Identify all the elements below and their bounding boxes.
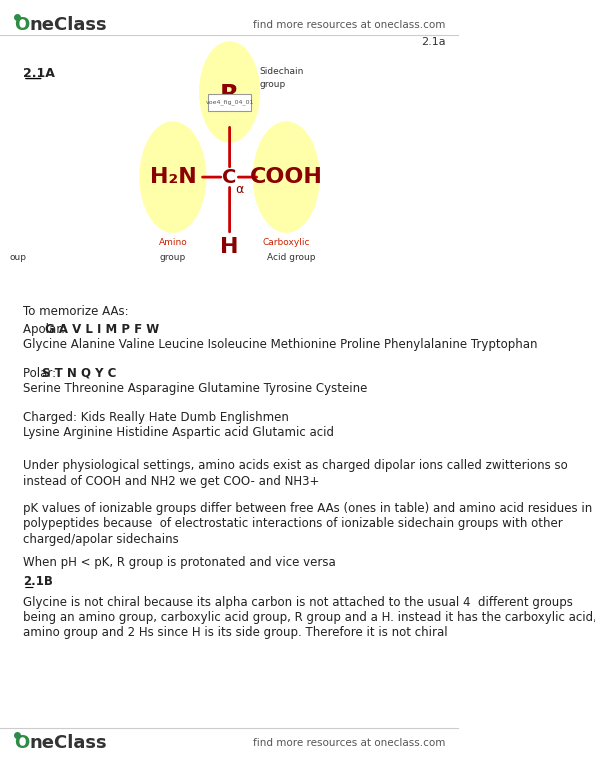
Text: neClass: neClass [30, 15, 108, 34]
Circle shape [253, 122, 319, 233]
Text: C: C [223, 168, 237, 186]
Text: instead of COOH and NH2 we get COO- and NH3+: instead of COOH and NH2 we get COO- and … [23, 475, 320, 487]
Text: group: group [259, 80, 286, 89]
Text: charged/apolar sidechains: charged/apolar sidechains [23, 533, 178, 545]
Text: amino group and 2 Hs since H is its side group. Therefore it is not chiral: amino group and 2 Hs since H is its side… [23, 627, 447, 639]
Text: H: H [220, 237, 239, 257]
Text: neClass: neClass [30, 734, 108, 752]
Text: Sidechain: Sidechain [259, 68, 304, 76]
Text: oup: oup [9, 253, 26, 262]
Text: 2.1B: 2.1B [23, 575, 53, 588]
Circle shape [140, 122, 206, 233]
Text: Glycine Alanine Valine Leucine Isoleucine Methionine Proline Phenylalanine Trypt: Glycine Alanine Valine Leucine Isoleucin… [23, 339, 537, 351]
Text: COOH: COOH [250, 167, 322, 187]
Text: O: O [14, 734, 29, 752]
Text: Acid group: Acid group [267, 253, 315, 262]
Text: Serine Threonine Asparagine Glutamine Tyrosine Cysteine: Serine Threonine Asparagine Glutamine Ty… [23, 383, 367, 395]
Text: S T N Q Y C: S T N Q Y C [42, 367, 117, 380]
Text: O: O [14, 15, 29, 34]
Text: Amino: Amino [158, 238, 187, 246]
Text: R: R [220, 82, 239, 106]
Text: pK values of ionizable groups differ between free AAs (ones in table) and amino : pK values of ionizable groups differ bet… [23, 502, 592, 514]
Circle shape [218, 158, 241, 196]
Text: G A V L I M P F W: G A V L I M P F W [45, 323, 159, 336]
Text: polypeptides because  of electrostatic interactions of ionizable sidechain group: polypeptides because of electrostatic in… [23, 517, 563, 530]
Text: being an amino group, carboxylic acid group, R group and a H. instead it has the: being an amino group, carboxylic acid gr… [23, 611, 595, 624]
Text: Carboxylic: Carboxylic [262, 238, 310, 246]
Text: Charged: Kids Really Hate Dumb Englishmen: Charged: Kids Really Hate Dumb Englishme… [23, 411, 289, 424]
Text: group: group [160, 253, 186, 262]
Text: 2.1A: 2.1A [23, 67, 55, 79]
Text: Glycine is not chiral because its alpha carbon is not attached to the usual 4  d: Glycine is not chiral because its alpha … [23, 596, 573, 608]
FancyBboxPatch shape [208, 94, 251, 111]
Text: voe4_fig_04_01: voe4_fig_04_01 [205, 100, 254, 105]
Text: 2.1a: 2.1a [421, 38, 446, 47]
Text: Under physiological settings, amino acids exist as charged dipolar ions called z: Under physiological settings, amino acid… [23, 460, 568, 472]
Text: Apolar:: Apolar: [23, 323, 68, 336]
Text: When pH < pK, R group is protonated and vice versa: When pH < pK, R group is protonated and … [23, 556, 336, 568]
Circle shape [200, 42, 259, 142]
Text: Lysine Arginine Histidine Aspartic acid Glutamic acid: Lysine Arginine Histidine Aspartic acid … [23, 427, 334, 439]
Text: find more resources at oneclass.com: find more resources at oneclass.com [253, 738, 446, 748]
Text: To memorize AAs:: To memorize AAs: [23, 306, 129, 318]
Text: α: α [235, 183, 243, 196]
Text: Polar:: Polar: [23, 367, 60, 380]
Text: find more resources at oneclass.com: find more resources at oneclass.com [253, 20, 446, 29]
Text: H₂N: H₂N [149, 167, 196, 187]
